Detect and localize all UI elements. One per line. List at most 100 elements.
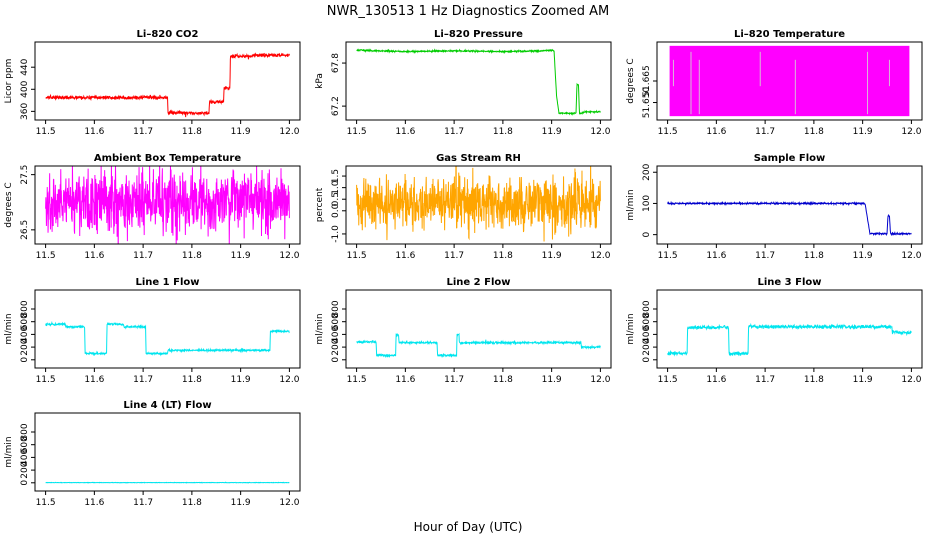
sample_flow-x-tick-label-1: 11.6 [706, 251, 726, 261]
pressure-x-tick-label-0: 11.5 [347, 127, 367, 137]
sample_flow-y-tick-label-1: 100 [642, 195, 652, 212]
line1-title: Line 1 Flow [136, 277, 200, 288]
line4-y-tick-label-2: 400 [20, 449, 30, 466]
sample_flow-x-tick-label-0: 11.5 [658, 251, 678, 261]
pressure-x-tick-label-1: 11.6 [395, 127, 415, 137]
pressure-y-axis-label: kPa [315, 73, 325, 89]
line3-y-tick-label-2: 400 [642, 326, 652, 343]
pressure-series [356, 48, 601, 116]
line4-line [45, 481, 290, 484]
line2-x-tick-label-1: 11.6 [395, 375, 415, 385]
panel-line2: Line 2 Flow ml/min 11.5 11.6 11.7 11.8 11.9 12.… [315, 277, 612, 385]
rh-x-tick-label-1: 11.6 [395, 251, 415, 261]
line4-x-tick-label-4: 11.9 [231, 498, 251, 508]
box_temp-y-tick-label-1: 27.5 [20, 165, 30, 185]
line3-line [667, 322, 912, 357]
rh-x-tick-label-5: 12.0 [590, 251, 610, 261]
line1-y-tick-label-2: 400 [20, 326, 30, 343]
line4-y-tick-label-1: 200 [20, 461, 30, 478]
line2-y-axis-label: ml/min [315, 313, 325, 344]
panel-grid: Li–820 CO2 Licor ppm 11.5 11.6 11.7 11.8 11.9 1… [4, 29, 923, 508]
co2-x-tick-label-0: 11.5 [36, 127, 56, 137]
sample_flow-plot-frame [656, 165, 923, 245]
line1-x-tick-label-5: 12.0 [279, 375, 299, 385]
panel-line4: Line 4 (LT) Flow ml/min 11.5 11.6 11.7 11.8 11… [4, 400, 301, 508]
line1-x-tick-label-1: 11.6 [84, 375, 104, 385]
co2-x-tick-label-1: 11.6 [84, 127, 104, 137]
line4-plot-frame [34, 412, 301, 492]
line3-x-tick-label-5: 12.0 [901, 375, 921, 385]
line1-x-tick-label-3: 11.8 [182, 375, 202, 385]
licor_temp-x-tick-label-2: 11.7 [755, 127, 775, 137]
box_temp-title: Ambient Box Temperature [94, 153, 241, 164]
box_temp-x-tick-label-3: 11.8 [182, 251, 202, 261]
pressure-x-tick-label-4: 11.9 [542, 127, 562, 137]
rh-y-tick-label-0: -1.0 [331, 225, 341, 243]
box_temp-y-tick-label-0: 26.5 [20, 220, 30, 240]
box_temp-x-tick-label-2: 11.7 [133, 251, 153, 261]
rh-y-tick-label-3: 1.0 [331, 180, 341, 195]
sample_flow-title: Sample Flow [754, 153, 826, 164]
line2-y-tick-label-4: 800 [331, 300, 341, 317]
sample_flow-x-tick-label-3: 11.8 [804, 251, 824, 261]
co2-x-tick-label-4: 11.9 [231, 127, 251, 137]
licor_temp-y-tick-label-1: 51.665 [642, 65, 652, 97]
sample_flow-line [667, 200, 912, 237]
line3-series [667, 322, 912, 357]
box_temp-line [45, 166, 290, 244]
box_temp-plot-frame [34, 165, 301, 245]
line1-y-tick-label-3: 600 [20, 313, 30, 330]
licor_temp-series [669, 45, 910, 117]
line1-y-tick-label-4: 800 [20, 300, 30, 317]
line2-x-tick-label-2: 11.7 [444, 375, 464, 385]
sample_flow-series [667, 200, 912, 237]
line4-x-tick-label-2: 11.7 [133, 498, 153, 508]
line1-x-tick-label-4: 11.9 [231, 375, 251, 385]
sample_flow-x-tick-label-4: 11.9 [853, 251, 873, 261]
line3-x-tick-label-4: 11.9 [853, 375, 873, 385]
line2-series [356, 332, 601, 359]
line4-y-tick-label-0: 0 [20, 480, 30, 486]
pressure-y-tick-label-0: 67.2 [331, 96, 341, 116]
co2-y-axis-label: Licor ppm [4, 59, 14, 104]
licor_temp-y-axis-label: degrees C [626, 58, 636, 103]
panel-licor_temp: Li–820 Temperature degrees C 11.5 11.6 11.7 1… [626, 29, 923, 137]
licor_temp-x-tick-label-1: 11.6 [706, 127, 726, 137]
rh-y-tick-label-4: 1.5 [331, 169, 341, 183]
figure-title: NWR_130513 1 Hz Diagnostics Zoomed AM [327, 4, 610, 19]
line4-x-tick-label-5: 12.0 [279, 498, 299, 508]
pressure-x-tick-label-2: 11.7 [444, 127, 464, 137]
sample_flow-x-tick-label-2: 11.7 [755, 251, 775, 261]
line2-line [356, 332, 601, 359]
rh-y-tick-label-2: 0.5 [331, 192, 341, 206]
licor_temp-x-tick-label-4: 11.9 [853, 127, 873, 137]
line3-x-tick-label-3: 11.8 [804, 375, 824, 385]
box_temp-series [45, 166, 290, 244]
pressure-line [356, 48, 601, 116]
panel-line3: Line 3 Flow ml/min 11.5 11.6 11.7 11.8 11.9 12.… [626, 277, 923, 385]
line4-x-tick-label-1: 11.6 [84, 498, 104, 508]
co2-y-tick-label-2: 440 [20, 58, 30, 75]
line2-y-tick-label-2: 400 [331, 326, 341, 343]
rh-x-tick-label-2: 11.7 [444, 251, 464, 261]
pressure-y-tick-label-1: 67.8 [331, 53, 341, 73]
line2-x-tick-label-0: 11.5 [347, 375, 367, 385]
co2-line [45, 52, 290, 118]
rh-line [356, 166, 601, 242]
line3-plot-frame [656, 289, 923, 369]
line3-y-axis-label: ml/min [626, 313, 636, 344]
line3-y-tick-label-3: 600 [642, 313, 652, 330]
box_temp-y-axis-label: degrees C [4, 182, 14, 227]
box_temp-x-tick-label-0: 11.5 [36, 251, 56, 261]
line2-x-tick-label-3: 11.8 [493, 375, 513, 385]
co2-x-tick-label-2: 11.7 [133, 127, 153, 137]
panel-sample_flow: Sample Flow ml/min 11.5 11.6 11.7 11.8 11.9 12.… [626, 153, 923, 261]
co2-x-tick-label-3: 11.8 [182, 127, 202, 137]
line2-plot-frame [345, 289, 612, 369]
line3-x-tick-label-0: 11.5 [658, 375, 678, 385]
line1-y-tick-label-0: 0 [20, 357, 30, 363]
line1-y-axis-label: ml/min [4, 313, 14, 344]
line2-y-tick-label-0: 0 [331, 357, 341, 363]
line4-series [45, 481, 290, 484]
